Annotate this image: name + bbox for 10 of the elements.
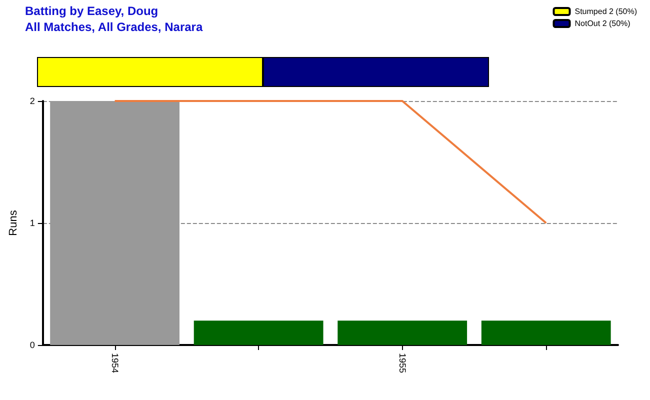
y-axis-title: Runs xyxy=(8,210,20,236)
x-tick-label: 1954 xyxy=(110,353,120,374)
chart-subtitle: All Matches, All Grades, Narara xyxy=(25,20,203,34)
x-tick-label: 1955 xyxy=(397,353,408,374)
y-tick-label: 2 xyxy=(30,96,35,106)
legend-label: NotOut 2 (50%) xyxy=(574,19,631,28)
y-tick-label: 0 xyxy=(30,340,35,350)
y-tick-label: 1 xyxy=(30,218,35,228)
legend-label: Stumped 2 (50%) xyxy=(574,7,638,16)
chart-title: Batting by Easey, Doug xyxy=(25,4,158,18)
